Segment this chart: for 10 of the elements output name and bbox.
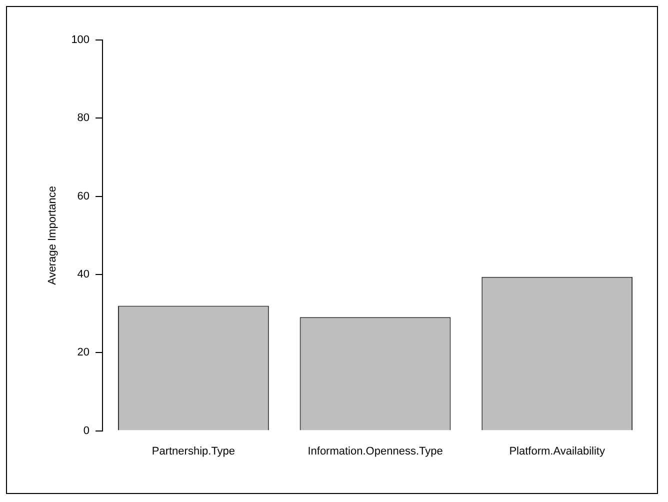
y-tick-label: 60 — [77, 190, 90, 202]
y-tick-label: 100 — [71, 34, 90, 46]
y-axis-title: Average Importance — [46, 186, 59, 285]
x-tick-label: Information.Openness.Type — [308, 445, 443, 458]
x-tick-label: Partnership.Type — [152, 445, 236, 458]
y-tick-label: 80 — [77, 112, 90, 124]
y-tick-label: 20 — [77, 346, 90, 359]
y-tick-label: 0 — [83, 424, 90, 437]
y-tick-label: 40 — [77, 268, 90, 281]
x-tick-label: Platform.Availability — [509, 445, 606, 458]
